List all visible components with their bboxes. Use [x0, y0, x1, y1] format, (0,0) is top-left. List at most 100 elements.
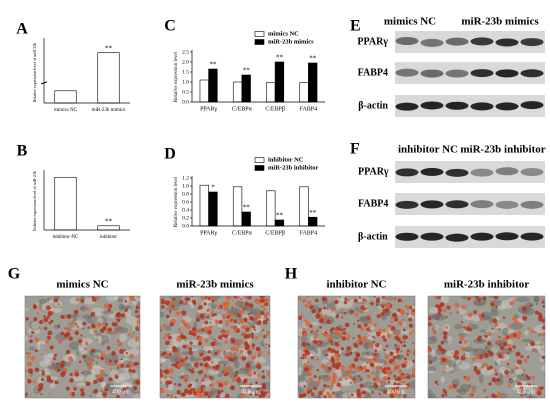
- bar: [199, 79, 209, 103]
- lipid-droplet: [108, 377, 113, 382]
- lipid-droplet: [197, 371, 201, 374]
- lipid-droplet: [259, 334, 262, 336]
- cell: [485, 329, 496, 333]
- cell: [201, 323, 210, 328]
- lipid-droplet: [366, 374, 371, 379]
- cell: [186, 339, 200, 346]
- lipid-droplet: [522, 369, 526, 372]
- lipid-droplet: [177, 328, 181, 332]
- lipid-droplet: [203, 385, 206, 388]
- lipid-droplet: [162, 337, 166, 340]
- lipid-droplet: [261, 375, 266, 379]
- lipid-droplet: [353, 342, 358, 348]
- lipid-droplet: [232, 386, 235, 389]
- lipid-droplet: [229, 352, 232, 356]
- cell: [217, 360, 230, 365]
- lipid-droplet: [536, 387, 540, 392]
- lipid-droplet: [411, 312, 415, 316]
- lipid-droplet: [493, 368, 497, 372]
- lipid-droplet: [437, 311, 441, 316]
- lipid-droplet: [83, 347, 87, 351]
- lipid-droplet: [207, 296, 211, 300]
- lipid-droplet: [371, 392, 374, 395]
- lipid-droplet: [428, 360, 433, 364]
- lipid-droplet: [314, 298, 319, 303]
- lipid-droplet: [473, 310, 478, 315]
- cell: [507, 339, 513, 346]
- lipid-droplet: [512, 299, 515, 302]
- panel-letter: C: [164, 18, 176, 35]
- bar: [97, 52, 120, 104]
- cell: [160, 311, 165, 318]
- lipid-droplet: [375, 365, 381, 371]
- lipid-droplet: [236, 344, 240, 348]
- lipid-droplet: [308, 368, 312, 372]
- lipid-droplet: [198, 305, 203, 310]
- blot-band: [470, 232, 494, 241]
- lipid-droplet: [340, 365, 346, 370]
- lipid-droplet: [338, 340, 340, 343]
- lipid-droplet: [41, 370, 45, 373]
- lipid-droplet: [340, 347, 345, 351]
- image-frame: [427, 295, 546, 399]
- lipid-droplet: [161, 352, 165, 356]
- panel-letter: G: [8, 266, 21, 283]
- blot-band: [420, 232, 444, 241]
- lipid-droplet: [180, 296, 183, 298]
- lipid-droplet: [175, 311, 181, 316]
- lipid-droplet: [57, 339, 62, 344]
- lipid-droplet: [480, 318, 484, 322]
- lipid-droplet: [179, 299, 184, 305]
- legend-label: inhibitor NC: [268, 156, 304, 163]
- lipid-droplet: [325, 316, 328, 319]
- blot-band: [420, 69, 444, 78]
- lipid-droplet: [182, 392, 187, 397]
- lipid-droplet: [221, 314, 227, 319]
- lipid-droplet: [201, 328, 205, 332]
- lipid-droplet: [220, 389, 224, 393]
- lipid-droplet: [249, 315, 254, 321]
- lipid-droplet: [48, 321, 52, 325]
- lipid-droplet: [319, 325, 322, 329]
- lipid-droplet: [169, 394, 174, 398]
- lipid-droplet: [520, 394, 523, 397]
- legend-swatch: [254, 157, 265, 163]
- lipid-droplet: [412, 342, 414, 345]
- lipid-droplet: [43, 317, 49, 323]
- cell: [488, 296, 495, 298]
- lipid-droplet: [475, 369, 481, 375]
- cell: [428, 370, 436, 374]
- lipid-droplet: [399, 336, 401, 339]
- lipid-droplet: [192, 332, 197, 337]
- lipid-droplet: [313, 335, 318, 340]
- blot-band: [495, 200, 519, 209]
- blot-band: [395, 232, 419, 241]
- lipid-droplet: [176, 390, 181, 395]
- cell: [136, 297, 140, 303]
- cell: [100, 341, 105, 346]
- lipid-droplet: [463, 326, 466, 329]
- micrograph: 400 μm: [427, 295, 546, 399]
- lipid-droplet: [499, 345, 505, 351]
- blot-band: [395, 168, 419, 177]
- lipid-droplet: [392, 358, 395, 362]
- lipid-droplet: [267, 330, 270, 333]
- lipid-droplet: [311, 328, 314, 331]
- lipid-droplet: [514, 320, 520, 326]
- x-tick-label: inhibitor: [100, 235, 118, 240]
- lipid-droplet: [223, 307, 226, 311]
- lipid-droplet: [184, 380, 188, 383]
- lipid-droplet: [340, 368, 344, 372]
- lipid-droplet: [267, 370, 270, 376]
- lipid-droplet: [68, 336, 73, 341]
- lipid-droplet: [355, 352, 360, 357]
- lipid-droplet: [481, 363, 485, 367]
- lipid-droplet: [196, 387, 202, 393]
- lipid-droplet: [177, 362, 183, 368]
- lipid-droplet: [461, 347, 466, 352]
- lipid-droplet: [412, 372, 415, 378]
- lipid-droplet: [29, 339, 33, 344]
- lipid-droplet: [317, 341, 321, 345]
- lipid-droplet: [33, 380, 36, 384]
- lipid-droplet: [313, 386, 317, 391]
